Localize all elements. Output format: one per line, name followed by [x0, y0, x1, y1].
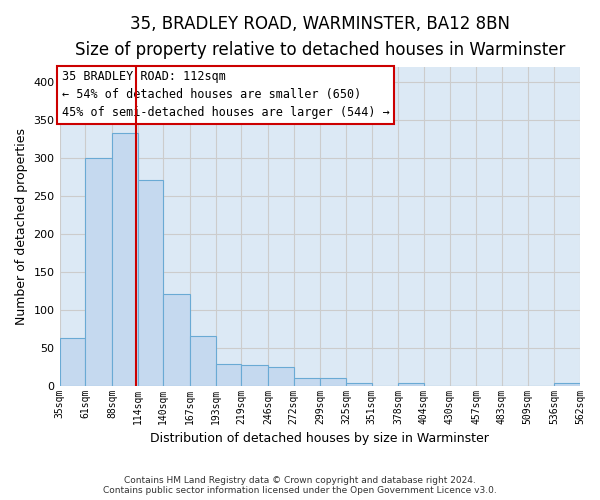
Bar — [346, 382, 371, 386]
Bar — [112, 132, 137, 386]
Bar — [137, 180, 163, 386]
Bar — [215, 364, 241, 386]
Bar — [59, 338, 85, 386]
Bar — [163, 294, 190, 386]
Bar — [398, 382, 424, 386]
Text: 35 BRADLEY ROAD: 112sqm
← 54% of detached houses are smaller (650)
45% of semi-d: 35 BRADLEY ROAD: 112sqm ← 54% of detache… — [62, 70, 389, 120]
Bar — [320, 378, 346, 386]
Text: Contains HM Land Registry data © Crown copyright and database right 2024.
Contai: Contains HM Land Registry data © Crown c… — [103, 476, 497, 495]
Bar — [293, 378, 320, 386]
Y-axis label: Number of detached properties: Number of detached properties — [15, 128, 28, 324]
Title: 35, BRADLEY ROAD, WARMINSTER, BA12 8BN
Size of property relative to detached hou: 35, BRADLEY ROAD, WARMINSTER, BA12 8BN S… — [74, 15, 565, 60]
Bar — [268, 366, 293, 386]
Bar — [241, 365, 268, 386]
X-axis label: Distribution of detached houses by size in Warminster: Distribution of detached houses by size … — [151, 432, 489, 445]
Bar — [190, 336, 215, 386]
Bar — [554, 382, 580, 386]
Bar — [85, 158, 112, 386]
